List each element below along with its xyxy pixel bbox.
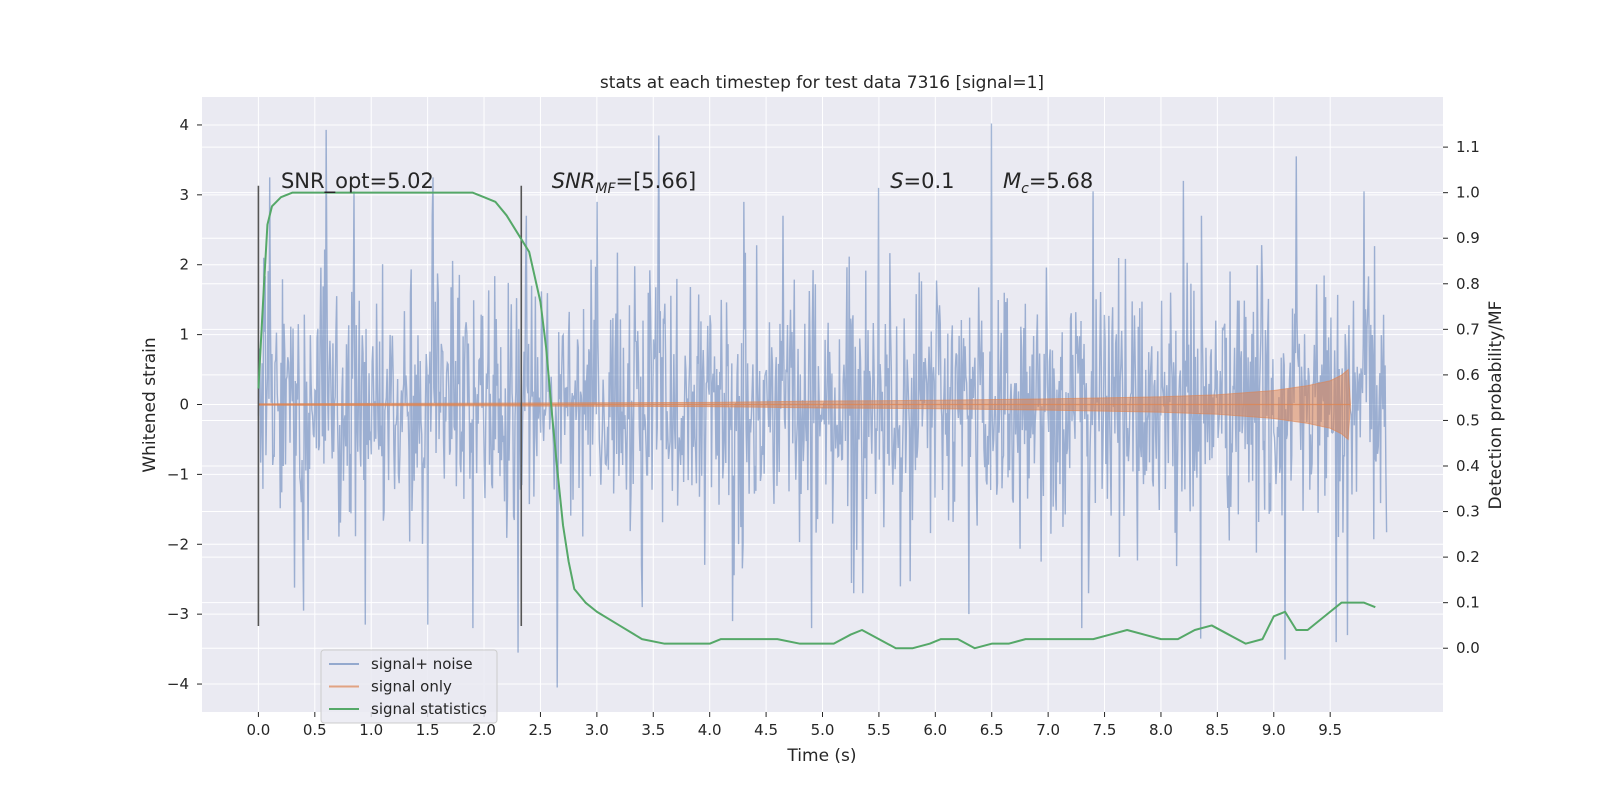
y-axis-right-label: Detection probability/MF bbox=[1486, 301, 1506, 510]
x-tick-label: 3.5 bbox=[641, 721, 665, 739]
y-right-tick-label: 0.8 bbox=[1456, 275, 1480, 293]
x-tick-label: 0.5 bbox=[303, 721, 327, 739]
annotations: SNR_opt=5.02 SNRMF=[5.66] S=0.1 Mc=5.68 bbox=[281, 169, 1093, 197]
series-signal-statistics bbox=[257, 191, 1376, 650]
x-tick-label: 9.0 bbox=[1262, 721, 1286, 739]
legend-label: signal+ noise bbox=[371, 655, 473, 673]
y-tick-label: 4 bbox=[179, 116, 189, 134]
annotation-main: SNR_opt=5.02 bbox=[281, 169, 434, 194]
y-tick-label: −3 bbox=[167, 605, 189, 623]
annotation: Mc=5.68 bbox=[1003, 169, 1093, 197]
chart-title: stats at each timestep for test data 731… bbox=[600, 73, 1044, 93]
annotation: S=0.1 bbox=[890, 169, 954, 193]
x-tick-label: 3.0 bbox=[585, 721, 609, 739]
legend: signal+ noise signal only signal statistic… bbox=[320, 649, 498, 724]
y-right-tick-label: 0.0 bbox=[1456, 639, 1480, 657]
annotation: SNR_opt=5.02 bbox=[281, 169, 434, 194]
annotation-main: S bbox=[890, 169, 903, 193]
y-tick-label: −2 bbox=[167, 535, 189, 553]
y-right-tick-label: 0.1 bbox=[1456, 594, 1480, 612]
x-tick-label: 5.0 bbox=[811, 721, 835, 739]
x-tick-label: 6.5 bbox=[980, 721, 1004, 739]
ticks: 0.0 0.5 1.0 1.5 2.0 2.5 3.0 3.5 4.0 4.5 5.0 5.5 6.0 6… bbox=[167, 116, 1480, 739]
x-tick-label: 4.0 bbox=[698, 721, 722, 739]
y-tick-label: 3 bbox=[179, 186, 189, 204]
x-tick-label: 2.0 bbox=[472, 721, 496, 739]
series-signal-noise bbox=[257, 123, 1388, 688]
x-tick-label: 6.0 bbox=[923, 721, 947, 739]
annotation-suffix: =0.1 bbox=[904, 169, 955, 193]
y-right-tick-label: 0.9 bbox=[1456, 229, 1480, 247]
y-tick-label: −4 bbox=[167, 675, 189, 693]
data-area bbox=[257, 123, 1388, 688]
annotation-suffix: =[5.66] bbox=[616, 169, 697, 193]
y-tick-label: 0 bbox=[179, 396, 189, 414]
y-right-tick-label: 1.1 bbox=[1456, 138, 1480, 156]
y-right-tick-label: 1.0 bbox=[1456, 184, 1480, 202]
y-right-tick-label: 0.7 bbox=[1456, 320, 1480, 338]
x-tick-label: 8.5 bbox=[1205, 721, 1229, 739]
legend-label: signal statistics bbox=[371, 700, 487, 718]
x-tick-label: 9.5 bbox=[1318, 721, 1342, 739]
x-tick-label: 1.0 bbox=[359, 721, 383, 739]
y-tick-label: 2 bbox=[179, 256, 189, 274]
y-right-tick-label: 0.3 bbox=[1456, 503, 1480, 521]
x-tick-label: 0.0 bbox=[246, 721, 270, 739]
x-tick-label: 7.0 bbox=[1036, 721, 1060, 739]
x-tick-label: 7.5 bbox=[1093, 721, 1117, 739]
y-right-tick-label: 0.6 bbox=[1456, 366, 1480, 384]
x-axis-label: Time (s) bbox=[786, 746, 856, 766]
x-tick-label: 8.0 bbox=[1149, 721, 1173, 739]
y-tick-label: 1 bbox=[179, 326, 189, 344]
x-tick-label: 4.5 bbox=[754, 721, 778, 739]
y-right-tick-label: 0.2 bbox=[1456, 548, 1480, 566]
x-tick-label: 1.5 bbox=[416, 721, 440, 739]
y-tick-label: −1 bbox=[167, 465, 189, 483]
legend-box bbox=[320, 649, 498, 724]
x-tick-label: 5.5 bbox=[867, 721, 891, 739]
y-right-tick-label: 0.5 bbox=[1456, 411, 1480, 429]
legend-label: signal only bbox=[371, 678, 452, 696]
x-tick-label: 2.5 bbox=[529, 721, 553, 739]
y-right-tick-label: 0.4 bbox=[1456, 457, 1480, 475]
annotation-main: SNR bbox=[552, 169, 596, 193]
annotation-main: M bbox=[1003, 169, 1021, 193]
y-axis-label: Whitened strain bbox=[140, 337, 160, 472]
annotation: SNRMF=[5.66] bbox=[552, 169, 697, 197]
annotation-suffix: =5.68 bbox=[1029, 169, 1093, 193]
annotation-sub: c bbox=[1021, 181, 1029, 197]
annotation-sub: MF bbox=[595, 181, 616, 197]
